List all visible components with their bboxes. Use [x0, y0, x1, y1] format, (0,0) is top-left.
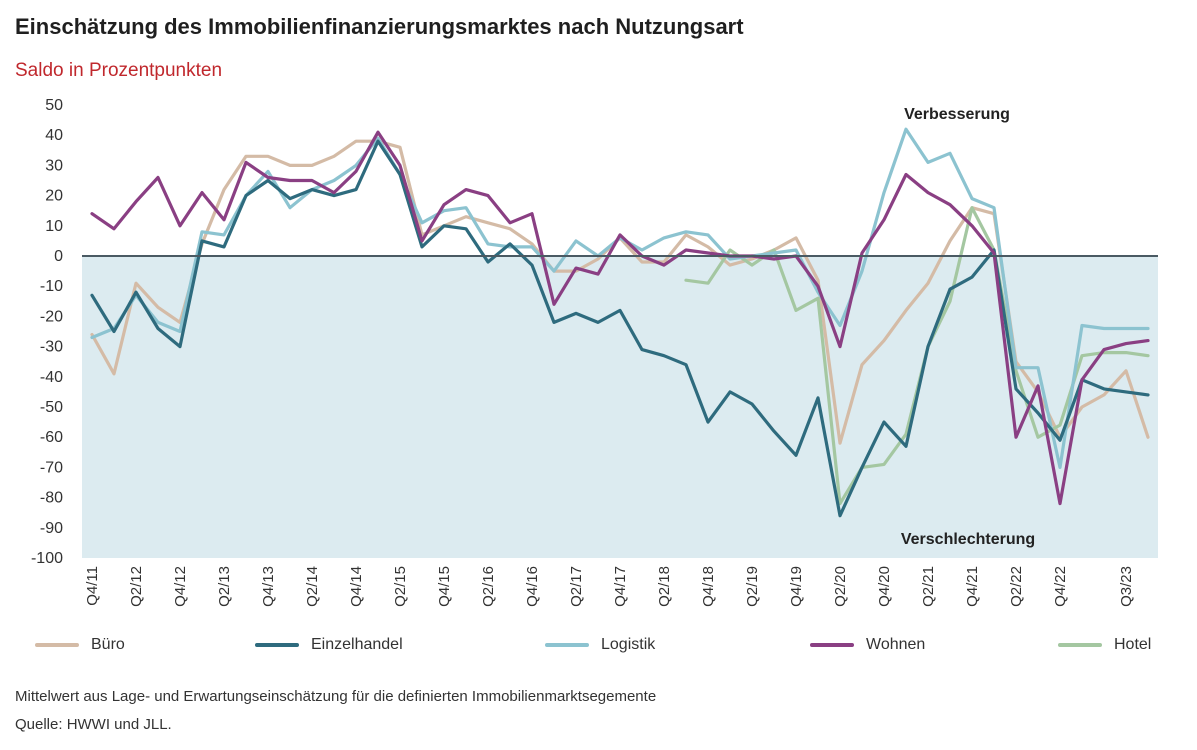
x-tick-label: Q2/19	[744, 566, 761, 607]
legend-swatch	[810, 643, 854, 647]
y-tick-label: 40	[45, 127, 63, 144]
line-chart: 50 40 30 20 10 0 -10 -20 -30 -40 -50 -60 -70 -80 -90 -1…	[31, 97, 1158, 607]
x-tick-label: Q2/22	[1008, 566, 1025, 607]
y-tick-label: -60	[40, 429, 63, 446]
x-tick-label: Q2/20	[832, 566, 849, 607]
legend-item-logistik: Logistik	[545, 634, 655, 656]
y-tick-label: 10	[45, 218, 63, 235]
legend-label: Logistik	[601, 636, 656, 653]
legend-swatch	[1058, 643, 1102, 647]
y-tick-label: 20	[45, 188, 63, 205]
x-tick-label: Q4/22	[1052, 566, 1069, 607]
x-tick-label: Q4/12	[172, 566, 189, 607]
y-tick-label: -30	[40, 339, 63, 356]
x-tick-label: Q4/19	[788, 566, 805, 607]
y-tick-label: 50	[45, 97, 63, 114]
x-tick-label: Q4/11	[84, 566, 101, 606]
x-tick-label: Q2/15	[392, 566, 409, 607]
y-tick-label: -90	[40, 520, 63, 537]
y-tick-label: -100	[31, 550, 63, 567]
annotation-improvement: Verbesserung	[904, 106, 1010, 123]
chart-title: Einschätzung des Immobilienfinanzierungs…	[15, 14, 744, 39]
x-tick-label: Q3/23	[1118, 566, 1135, 607]
x-tick-label: Q4/21	[964, 566, 981, 607]
chart-footnote: Mittelwert aus Lage- und Erwartungseinsc…	[15, 688, 657, 705]
x-tick-label: Q4/18	[700, 566, 717, 607]
x-tick-label: Q2/18	[656, 566, 673, 607]
annotation-deterioration: Verschlechterung	[901, 531, 1035, 548]
y-tick-label: 30	[45, 157, 63, 174]
x-tick-label: Q2/17	[568, 566, 585, 607]
legend-item-hotel: Hotel	[1058, 634, 1151, 656]
y-tick-label: 0	[54, 248, 63, 265]
legend-label: Einzelhandel	[311, 636, 403, 653]
series-line-einzelhandel	[90, 139, 1150, 518]
legend-swatch	[545, 643, 589, 647]
x-tick-label: Q4/17	[612, 566, 629, 607]
x-tick-label: Q2/21	[920, 566, 937, 607]
x-tick-label: Q4/20	[876, 566, 893, 607]
chart-subtitle: Saldo in Prozentpunkten	[15, 60, 223, 81]
x-tick-label: Q2/14	[304, 566, 321, 607]
legend-item-einzelhandel: Einzelhandel	[255, 634, 403, 656]
chart-source: Quelle: HWWI und JLL.	[15, 716, 172, 733]
y-tick-label: -80	[40, 490, 63, 507]
x-tick-label: Q2/13	[216, 566, 233, 607]
legend-item-wohnen: Wohnen	[810, 634, 925, 656]
legend-label: Hotel	[1114, 636, 1152, 653]
y-tick-label: -20	[40, 308, 63, 325]
legend-item-buero: Büro	[35, 634, 125, 656]
chart-legend: Büro Einzelhandel Logistik Wohnen Hotel	[0, 634, 1197, 656]
x-tick-label: Q2/16	[480, 566, 497, 607]
y-tick-label: -10	[40, 278, 63, 295]
x-tick-label: Q2/12	[128, 566, 145, 607]
y-tick-label: -70	[40, 459, 63, 476]
legend-label: Büro	[91, 636, 125, 653]
x-tick-label: Q4/15	[436, 566, 453, 607]
series-line-wohnen	[90, 130, 1150, 506]
y-tick-label: -50	[40, 399, 63, 416]
y-tick-label: -40	[40, 369, 63, 386]
legend-label: Wohnen	[866, 636, 926, 653]
legend-swatch	[35, 643, 79, 647]
x-tick-label: Q4/16	[524, 566, 541, 607]
x-tick-label: Q4/13	[260, 566, 277, 607]
legend-swatch	[255, 643, 299, 647]
negative-area-background	[82, 256, 1158, 558]
x-tick-label: Q4/14	[348, 566, 365, 607]
